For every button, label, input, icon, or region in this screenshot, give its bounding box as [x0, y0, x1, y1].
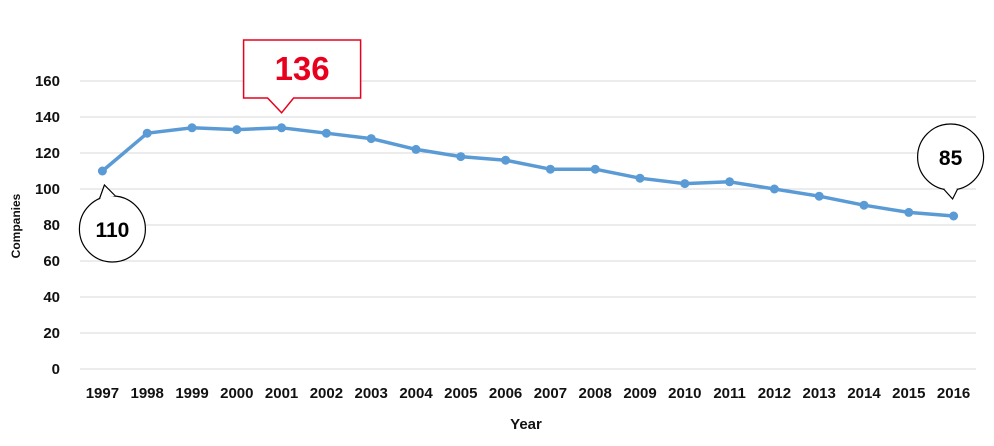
callouts: 110 136 85: [78, 39, 985, 263]
series-markers: [97, 123, 959, 221]
data-point: [545, 164, 555, 174]
y-tick-label: 160: [35, 73, 60, 90]
peak-callout-box: [242, 39, 362, 114]
x-axis-title: Year: [510, 416, 542, 433]
y-tick-label: 120: [35, 145, 60, 162]
x-tick-label: 1999: [175, 385, 208, 402]
x-tick-label: 2005: [444, 385, 477, 402]
data-point: [680, 179, 690, 189]
y-tick-label: 0: [52, 361, 60, 378]
x-tick-label: 2016: [937, 385, 970, 402]
peak-callout-label: 136: [275, 50, 330, 87]
data-point: [366, 134, 376, 144]
x-tick-label: 2009: [623, 385, 656, 402]
data-point: [725, 177, 735, 187]
x-tick-label: 2002: [310, 385, 343, 402]
data-point: [456, 152, 466, 162]
callout-label: 85: [939, 147, 963, 170]
data-point: [859, 200, 869, 210]
x-tick-label: 2010: [668, 385, 701, 402]
x-tick-label: 2001: [265, 385, 298, 402]
data-point: [904, 207, 914, 217]
y-tick-label: 140: [35, 109, 60, 126]
x-tick-label: 2013: [803, 385, 836, 402]
callout-label: 110: [95, 219, 129, 242]
data-point: [232, 125, 242, 135]
y-tick-label: 40: [43, 289, 60, 306]
data-point: [501, 155, 511, 165]
series-line: [100, 126, 956, 218]
x-tick-label: 2011: [713, 385, 746, 402]
callout-pointer-fill: [943, 189, 958, 199]
data-point: [187, 123, 197, 133]
x-axis-ticks: 1997 1998 1999 2000 2001 2002 2003 2004 2005 2006…: [86, 385, 971, 402]
y-tick-label: 60: [43, 253, 60, 270]
grid-lines: [80, 80, 976, 370]
y-axis-ticks: 0 20 40 60 80 100 120 140 160: [35, 73, 60, 378]
data-point: [635, 173, 645, 183]
x-tick-label: 2006: [489, 385, 522, 402]
data-point: [411, 144, 421, 154]
x-tick-label: 1998: [131, 385, 164, 402]
data-point: [814, 191, 824, 201]
data-point: [142, 128, 152, 138]
data-point: [949, 211, 959, 221]
y-tick-label: 20: [43, 325, 60, 342]
x-tick-label: 1997: [86, 385, 119, 402]
data-point: [97, 166, 107, 176]
data-point: [769, 184, 779, 194]
x-tick-label: 2014: [847, 385, 881, 402]
y-tick-label: 100: [35, 181, 60, 198]
callout-pointer: [943, 188, 959, 201]
x-tick-label: 2004: [399, 385, 433, 402]
x-tick-label: 2000: [220, 385, 253, 402]
x-tick-label: 2003: [355, 385, 388, 402]
data-point: [590, 164, 600, 174]
y-axis-title: Companies: [9, 193, 23, 258]
x-tick-label: 2007: [534, 385, 567, 402]
x-tick-label: 2012: [758, 385, 791, 402]
data-point: [321, 128, 331, 138]
data-point: [277, 123, 287, 133]
y-tick-label: 80: [43, 217, 60, 234]
x-tick-label: 2015: [892, 385, 925, 402]
x-tick-label: 2008: [579, 385, 612, 402]
callout-pointer: [98, 183, 116, 200]
